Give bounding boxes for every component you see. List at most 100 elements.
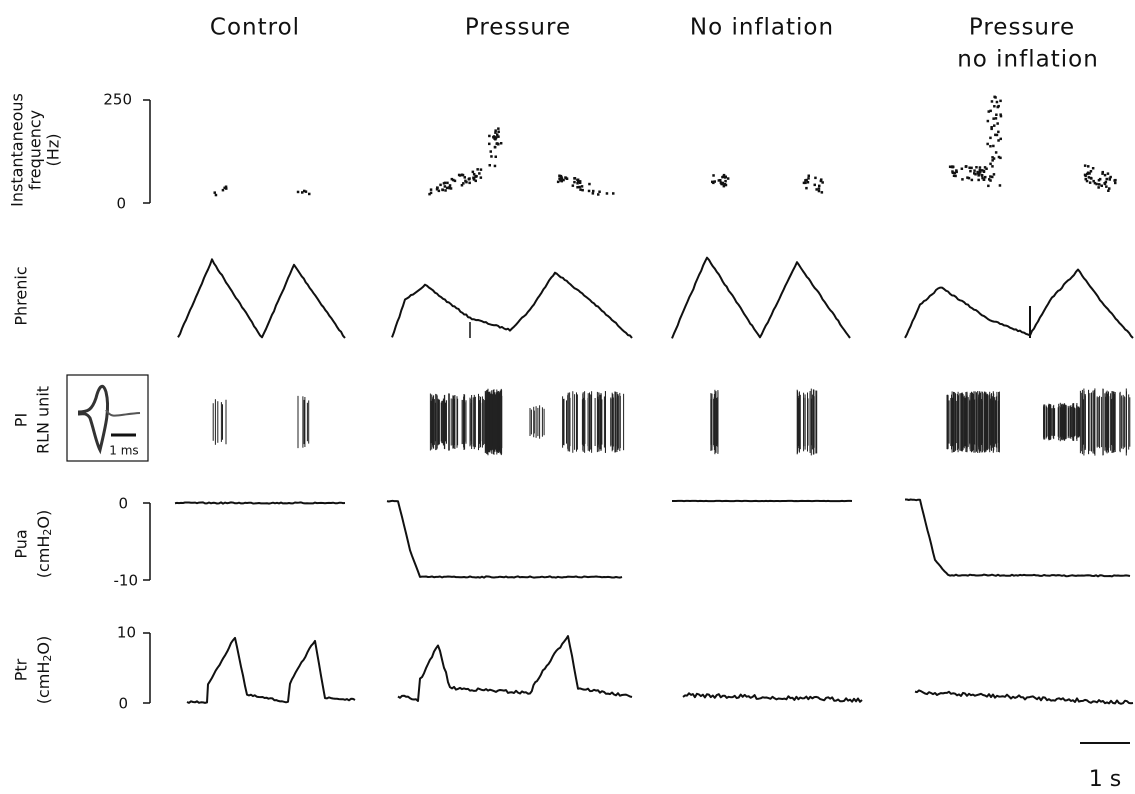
dot <box>721 175 724 179</box>
dot <box>993 124 996 127</box>
dot <box>1091 167 1095 170</box>
row-label: Phrenic <box>12 266 31 325</box>
dot <box>978 168 982 172</box>
dot <box>1088 181 1092 184</box>
dot <box>981 176 984 180</box>
dot <box>968 166 971 169</box>
dot <box>558 174 561 177</box>
dot <box>221 188 225 192</box>
dot <box>1086 171 1090 174</box>
ptr-trace <box>186 636 356 704</box>
dot <box>576 182 579 185</box>
dot <box>976 170 979 174</box>
label-line: PI <box>12 413 31 427</box>
tick-label: 250 <box>103 91 132 109</box>
dot <box>468 177 471 180</box>
dot <box>494 155 497 158</box>
dot <box>995 100 999 104</box>
dot <box>1092 179 1095 183</box>
dot <box>446 181 449 185</box>
label-line: RLN unit <box>34 386 53 454</box>
dot <box>1108 187 1111 190</box>
dot <box>223 186 226 190</box>
dot <box>296 190 300 194</box>
dot <box>565 177 569 180</box>
dot <box>999 113 1002 116</box>
label-part: (cmH <box>34 662 53 705</box>
dot <box>990 126 993 129</box>
dot <box>960 167 964 170</box>
dot <box>1106 172 1110 175</box>
dot <box>999 137 1002 141</box>
dot <box>720 182 723 186</box>
dot <box>991 156 994 159</box>
label-part: 2 <box>41 655 54 662</box>
dot <box>984 175 987 179</box>
dot <box>462 182 465 185</box>
dot <box>439 183 442 187</box>
dot <box>465 180 468 184</box>
dot <box>1114 178 1117 182</box>
dot <box>994 96 997 99</box>
dot <box>1101 170 1104 174</box>
dot <box>573 177 576 180</box>
dot <box>472 178 476 181</box>
dot <box>463 176 466 179</box>
dot <box>429 191 433 195</box>
dot <box>559 174 563 178</box>
dot <box>807 174 810 177</box>
dot <box>471 170 475 174</box>
pua-trace <box>386 499 623 579</box>
dot <box>724 176 727 179</box>
dot <box>576 186 579 189</box>
dot <box>493 164 497 168</box>
dot <box>497 130 500 133</box>
dot <box>494 131 497 134</box>
tick-label: 10 <box>117 624 136 642</box>
dot <box>445 186 449 190</box>
dot <box>723 183 727 186</box>
dot <box>980 169 984 172</box>
dot <box>979 171 982 174</box>
dot <box>955 170 958 174</box>
dot <box>991 159 994 162</box>
ptr-trace <box>682 692 863 703</box>
dot <box>1109 175 1112 179</box>
dot <box>970 166 973 170</box>
dot <box>448 184 452 187</box>
row-label: Instantaneous frequency (Hz) <box>8 93 63 207</box>
dot <box>995 113 998 116</box>
dot <box>560 179 563 183</box>
dot <box>488 164 491 167</box>
dot <box>970 178 974 182</box>
dot <box>493 146 497 149</box>
dot <box>973 172 976 175</box>
dot <box>993 105 996 108</box>
dot <box>496 133 499 136</box>
dot <box>460 184 464 187</box>
dot <box>987 184 990 188</box>
label-line: Pua <box>12 529 31 558</box>
dot <box>992 144 995 148</box>
dot <box>977 178 980 182</box>
ptr-trace <box>914 689 1134 705</box>
dot <box>1100 184 1103 187</box>
dot <box>587 189 591 193</box>
dot <box>997 155 1001 159</box>
dot <box>953 171 957 175</box>
dot <box>452 178 455 182</box>
dot <box>497 143 500 146</box>
dot <box>478 172 481 175</box>
dot <box>492 135 496 138</box>
dot <box>804 181 807 185</box>
dot <box>429 188 433 191</box>
dot <box>1103 182 1107 186</box>
dot <box>1093 181 1097 185</box>
inset-scale-label: 1 ms <box>109 444 138 458</box>
dot <box>1108 178 1111 181</box>
dot <box>992 173 996 176</box>
dot <box>949 165 953 169</box>
dot <box>813 183 816 187</box>
dot <box>597 193 600 196</box>
